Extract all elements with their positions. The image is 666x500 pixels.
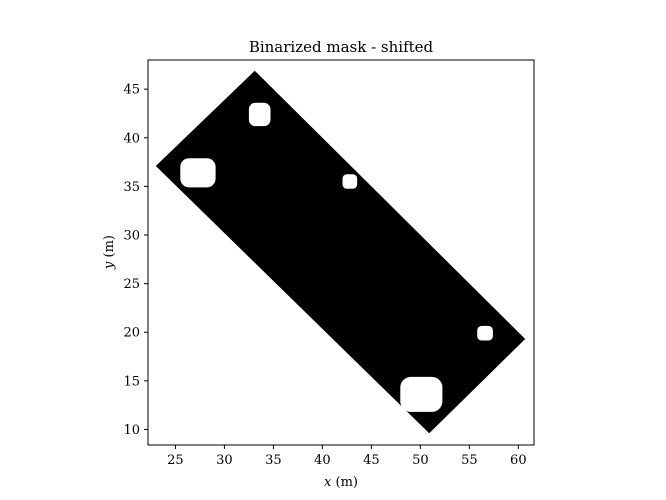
x-tick-label-55: 55 <box>461 453 478 468</box>
x-tick-label-45: 45 <box>363 453 380 468</box>
mask-hole-2 <box>180 158 216 188</box>
y-tick-label-30: 30 <box>123 229 140 244</box>
x-tick-label-35: 35 <box>265 453 282 468</box>
y-tick-label-15: 15 <box>123 374 140 389</box>
mask-hole-4 <box>477 325 493 341</box>
x-axis-label: x (m) <box>324 475 358 490</box>
mask-hole-3 <box>342 174 358 189</box>
y-axis-label: y (m) <box>102 235 117 270</box>
ticks-layer: 25 30 35 40 45 50 55 60 10 15 20 25 30 35 40 45 <box>123 83 526 468</box>
y-tick-label-10: 10 <box>123 423 140 438</box>
x-tick-label-25: 25 <box>167 453 184 468</box>
mask-region <box>155 70 526 434</box>
mask-hole-5 <box>400 376 443 412</box>
x-tick-label-40: 40 <box>314 453 331 468</box>
y-tick-label-20: 20 <box>123 326 140 341</box>
chart-title: Binarized mask - shifted <box>249 38 434 56</box>
y-tick-label-45: 45 <box>123 83 140 98</box>
x-tick-label-30: 30 <box>216 453 233 468</box>
y-tick-label-40: 40 <box>123 131 140 146</box>
x-tick-label-60: 60 <box>510 453 527 468</box>
mask-layer <box>155 70 526 434</box>
y-tick-label-25: 25 <box>123 277 140 292</box>
y-tick-label-35: 35 <box>123 180 140 195</box>
plot-frame <box>147 59 535 446</box>
mask-hole-1 <box>248 102 271 127</box>
x-tick-label-50: 50 <box>412 453 429 468</box>
